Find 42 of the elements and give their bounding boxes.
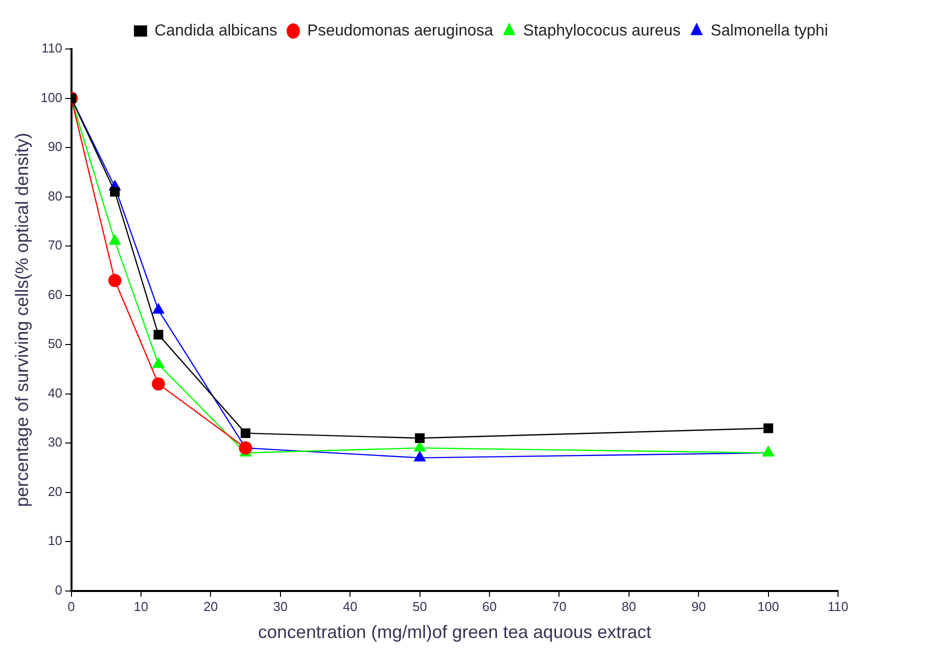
y-tick-label: 0: [55, 582, 62, 598]
y-tick-label: 50: [48, 336, 62, 352]
point: [152, 303, 164, 314]
y-tick-label: 90: [48, 139, 62, 154]
point: [110, 186, 120, 197]
point: [152, 358, 164, 368]
point: [108, 274, 122, 288]
x-tick-label: 90: [691, 599, 706, 614]
y-axis-title: percentage of surviving cells(% optical density): [12, 132, 32, 507]
x-tick-label: 30: [273, 599, 288, 614]
legend-label: Salmonella typhi: [710, 22, 828, 40]
x-tick-label: 70: [552, 599, 566, 614]
x-tick-label: 100: [757, 599, 780, 614]
point: [154, 330, 164, 340]
x-tick-label: 80: [622, 599, 636, 614]
y-tick-label: 60: [48, 286, 62, 302]
point: [152, 377, 166, 391]
x-tick-label: 60: [482, 599, 497, 614]
x-tick-label: 110: [828, 599, 848, 614]
y-tick-label: 70: [48, 238, 62, 253]
point: [414, 433, 425, 443]
x-tick-label: 0: [68, 599, 75, 614]
legend-label: Pseudomonas aeruginosa: [307, 22, 494, 40]
point: [763, 423, 774, 434]
legend-label: Staphylococus aureus: [523, 22, 681, 40]
x-axis-title: concentration (mg/ml)of green tea aquous extract: [258, 622, 652, 642]
point: [238, 441, 252, 455]
x-tick-label: 40: [342, 599, 358, 614]
point: [109, 234, 121, 245]
y-tick-label: 40: [48, 385, 62, 400]
x-tick-label: 50: [412, 599, 428, 614]
x-tick-label: 10: [134, 599, 148, 614]
x-tick-label: 20: [203, 599, 218, 614]
y-tick-label: 100: [40, 90, 62, 105]
y-tick-label: 20: [48, 484, 62, 499]
y-tick-label: 10: [48, 533, 62, 548]
legend-label: Candida albicans: [154, 22, 278, 40]
point: [240, 428, 250, 438]
y-tick-label: 110: [42, 40, 62, 56]
point: [414, 451, 426, 462]
y-tick-label: 30: [48, 434, 62, 450]
y-tick-label: 80: [48, 188, 62, 204]
